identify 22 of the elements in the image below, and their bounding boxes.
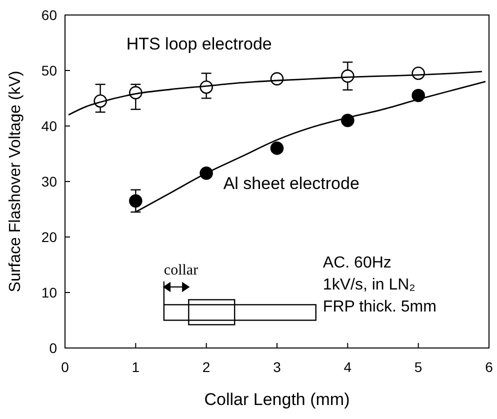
series-label: HTS loop electrode [126,34,272,54]
x-tick-label: 3 [273,359,282,375]
x-tick-label: 2 [202,359,210,375]
x-tick-label: 5 [414,359,422,375]
y-tick-label: 20 [41,229,58,245]
y-tick-label: 0 [49,340,58,356]
y-tick-label: 60 [41,7,58,23]
annotation: collar [164,262,198,279]
y-tick-label: 10 [41,284,58,300]
y-tick-label: 40 [41,118,58,134]
x-axis-title: Collar Length (mm) [204,390,350,409]
annotation: AC. 60Hz [322,254,392,272]
x-tick-label: 4 [344,359,352,375]
x-tick-label: 1 [132,359,140,375]
annotation: FRP thick. 5mm [322,298,436,316]
y-axis-title: Surface Flashover Voltage (kV) [7,70,24,292]
y-tick-label: 30 [41,174,58,190]
annotation: 1kV/s, in LN₂ [322,276,416,294]
x-tick-label: 0 [61,359,70,375]
y-tick-label: 50 [41,62,58,78]
series-label: Al sheet electrode [223,174,360,194]
x-tick-label: 6 [485,359,494,375]
